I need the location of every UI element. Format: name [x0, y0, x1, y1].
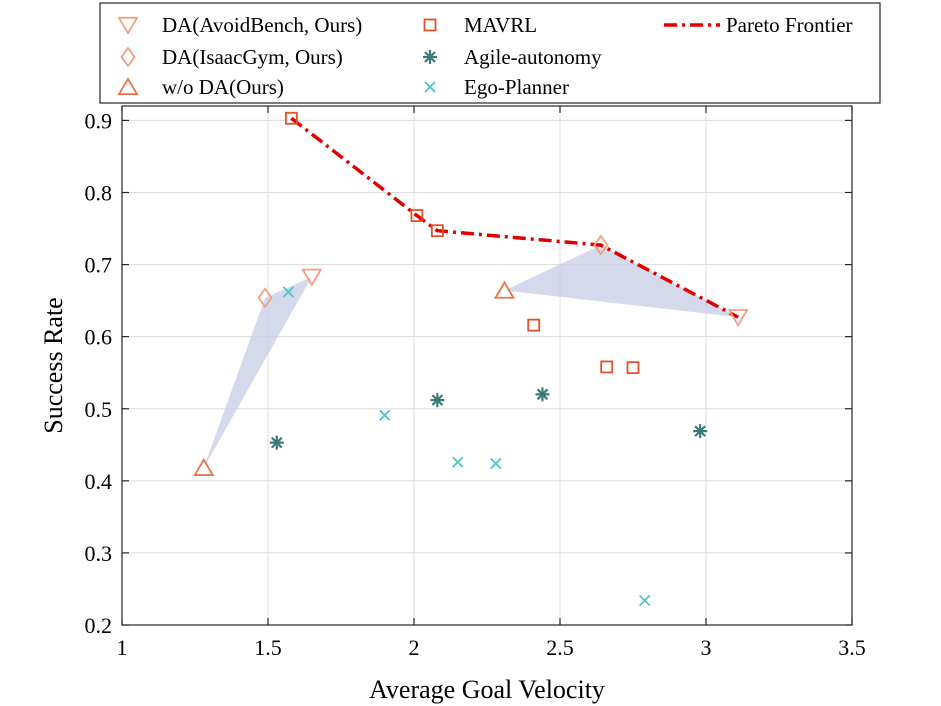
legend-label: DA(AvoidBench, Ours): [162, 13, 362, 37]
data-point: [490, 457, 502, 470]
y-tick-label: 0.5: [85, 397, 113, 422]
data-point: [410, 209, 424, 222]
legend-item: MAVRL: [423, 13, 537, 37]
y-tick-label: 0.2: [85, 613, 113, 638]
axis-ticks: 1 1.5 2 2.5 3 3.5 0.2 0.3 0.4 0.5 0.6 0.7 0.8 0.9: [85, 106, 866, 660]
legend-label: Ego-Planner: [464, 75, 569, 99]
legend-marker: [117, 16, 139, 35]
series-da-isaacgym-ours: [257, 234, 609, 309]
data-point: [430, 393, 445, 408]
series-agile-autonomy: [269, 387, 708, 450]
x-tick-label: 1.5: [254, 635, 282, 660]
plot-frame: [121, 105, 853, 626]
x-tick-label: 3.5: [838, 635, 866, 660]
data-point: [527, 318, 541, 332]
y-axis-label: Success Rate: [39, 297, 68, 433]
shaded-region: [203, 276, 312, 468]
data-point: [593, 234, 609, 256]
x-tick-label: 3: [701, 635, 712, 660]
legend-marker: [117, 77, 139, 96]
legend-item: DA(IsaacGym, Ours): [120, 45, 343, 69]
legend-marker: [424, 81, 436, 93]
x-axis-label: Average Goal Velocity: [369, 675, 605, 704]
shaded-region: [504, 245, 739, 318]
y-tick-label: 0.9: [85, 108, 113, 133]
data-point: [430, 224, 444, 238]
data-point: [284, 111, 298, 125]
data-point: [639, 594, 651, 607]
legend-item: Pareto Frontier: [664, 13, 853, 37]
legend-marker: [423, 50, 437, 64]
legend-label: Pareto Frontier: [726, 13, 853, 37]
legend-marker: [423, 18, 437, 32]
series-ego-planner: [282, 286, 651, 607]
data-point: [269, 435, 284, 450]
data-point: [727, 309, 749, 328]
x-tick-label: 1: [117, 635, 128, 660]
data-point: [257, 287, 273, 309]
pareto-frontier: [290, 116, 739, 319]
legend-item: Ego-Planner: [424, 75, 569, 99]
x-tick-label: 2.5: [546, 635, 574, 660]
data-point: [282, 286, 295, 298]
y-tick-label: 0.4: [85, 469, 113, 494]
y-tick-label: 0.6: [85, 325, 113, 350]
legend-label: Agile-autonomy: [464, 45, 602, 69]
legend-label: w/o DA(Ours): [162, 75, 284, 99]
data-point: [452, 456, 464, 468]
data-point: [535, 387, 550, 402]
y-tick-label: 0.3: [85, 541, 113, 566]
legend-label: MAVRL: [464, 13, 537, 37]
legend-box: [99, 2, 881, 104]
data-point: [600, 360, 614, 374]
data-point: [193, 457, 215, 476]
grid: [121, 106, 853, 626]
legend: DA(AvoidBench, Ours) DA(IsaacGym, Ours) w/…: [99, 2, 881, 104]
legend-label: DA(IsaacGym, Ours): [162, 45, 343, 69]
legend-marker: [120, 46, 136, 68]
series-da-avoidbench-ours: [301, 268, 749, 328]
data-point: [626, 361, 640, 375]
legend-item: w/o DA(Ours): [117, 75, 284, 99]
x-tick-label: 2: [409, 635, 420, 660]
legend-item: DA(AvoidBench, Ours): [117, 13, 362, 37]
data-point: [379, 409, 391, 421]
series-w-o-da-ours: [193, 280, 516, 476]
series-mavrl: [284, 111, 640, 375]
data-points: [193, 111, 749, 607]
shaded-regions: [203, 245, 739, 468]
pareto-frontier-line: [290, 116, 739, 319]
data-point: [493, 280, 516, 299]
y-tick-label: 0.8: [85, 181, 113, 206]
data-point: [693, 424, 708, 439]
y-tick-label: 0.7: [85, 253, 113, 278]
legend-item: Agile-autonomy: [423, 45, 602, 69]
data-point: [301, 268, 323, 287]
